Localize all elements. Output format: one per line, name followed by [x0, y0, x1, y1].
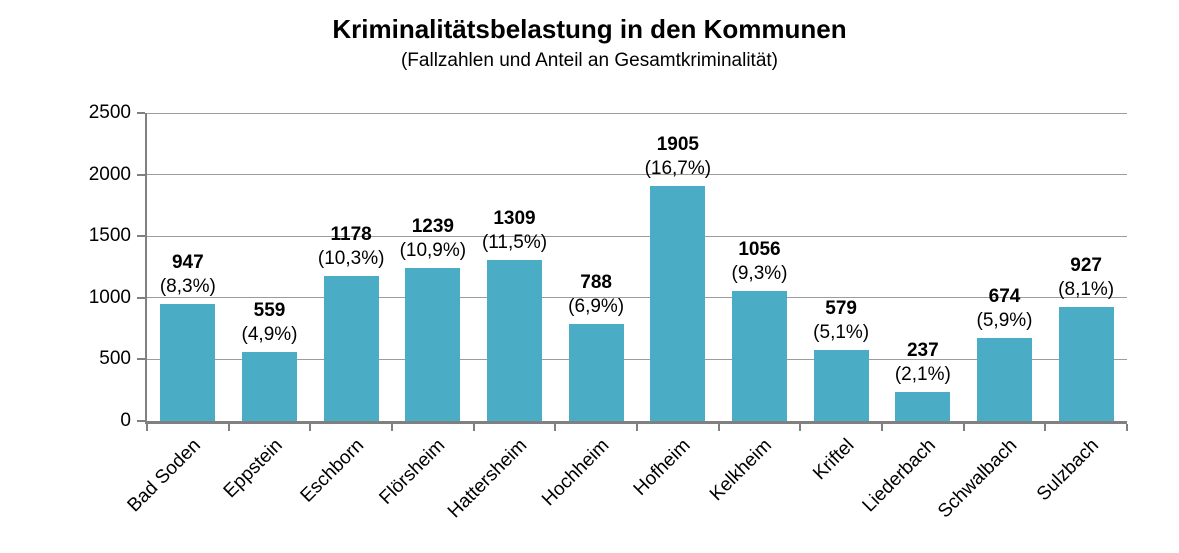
x-axis-label-liederbach: Liederbach [858, 435, 940, 517]
bar-eppstein [242, 352, 297, 421]
bar-label-eschborn: 1178 (10,3%) [276, 223, 426, 271]
bar-percent-kelkheim: (9,3%) [731, 263, 788, 284]
x-axis-tick-10 [962, 424, 965, 431]
x-axis [145, 421, 1127, 424]
x-axis-label-florsheim: Flörsheim [375, 435, 450, 509]
x-axis-tick-8 [799, 424, 802, 431]
bar-percent-kriftel: (5,1%) [813, 322, 870, 343]
bar-value-hattersheim: 1309 [493, 208, 536, 229]
bar-label-schwalbach: 674 (5,9%) [930, 285, 1080, 333]
bar-label-florsheim: 1239 (10,9%) [358, 215, 508, 263]
x-axis-tick-4 [472, 424, 475, 431]
gridline-2500 [147, 112, 1127, 114]
bar-percent-florsheim: (10,9%) [399, 240, 467, 261]
y-axis-label-0: 0 [120, 410, 131, 431]
bar-eschborn [323, 276, 379, 421]
x-axis-label-sulzbach: Sulzbach [1032, 435, 1104, 506]
bar-value-eschborn: 1178 [330, 224, 372, 245]
y-axis-label-2500: 2500 [88, 102, 131, 123]
bar-value-sulzbach: 927 [1070, 255, 1102, 276]
bar-value-bad-soden: 947 [171, 252, 204, 273]
x-axis-tick-3 [391, 424, 393, 431]
bar-label-sulzbach: 927 (8,1%) [1011, 254, 1161, 302]
bar-sulzbach [1058, 307, 1114, 421]
y-axis-tick-500 [137, 358, 145, 361]
x-axis-tick-6 [636, 424, 638, 431]
bar-value-schwalbach: 674 [988, 286, 1021, 307]
x-axis-label-hofheim: Hofheim [629, 435, 695, 500]
bar-florsheim [405, 268, 461, 421]
x-axis-label-kelkheim: Kelkheim [706, 435, 777, 506]
bar-percent-eschborn: (10,3%) [317, 248, 385, 269]
bar-hattersheim [487, 260, 542, 421]
x-axis-tick-12 [1126, 424, 1128, 431]
x-axis-tick-9 [881, 424, 883, 431]
bar-percent-eppstein: (4,9%) [241, 324, 298, 345]
bar-percent-hofheim: (16,7%) [644, 158, 712, 179]
chart-title: Kriminalitätsbelastung in den Kommunen [332, 14, 847, 44]
bar-liederbach [895, 392, 951, 421]
chart-header: Kriminalitätsbelastung in den Kommunen (… [0, 14, 1179, 72]
x-axis-label-bad-soden: Bad Soden [123, 435, 205, 517]
bar-percent-liederbach: (2,1%) [894, 364, 951, 385]
y-axis-tick-0 [137, 420, 145, 422]
x-axis-tick-7 [717, 424, 720, 431]
y-axis-tick-2000 [137, 173, 145, 176]
x-axis-tick-2 [309, 424, 312, 431]
bar-value-hochheim: 788 [580, 272, 612, 293]
y-axis-tick-1000 [137, 296, 145, 299]
x-axis-tick-1 [227, 424, 230, 431]
x-axis-label-eschborn: Eschborn [296, 435, 369, 507]
bar-label-eppstein: 559 (4,9%) [195, 299, 345, 347]
y-axis-label-1500: 1500 [88, 225, 131, 247]
y-axis-label-1000: 1000 [88, 286, 131, 308]
bar-value-florsheim: 1239 [411, 216, 454, 237]
x-axis-label-hochheim: Hochheim [537, 435, 614, 511]
bar-value-kriftel: 579 [825, 298, 857, 319]
x-axis-label-eppstein: Eppstein [219, 435, 287, 503]
bar-percent-sulzbach: (8,1%) [1058, 279, 1115, 300]
x-axis-label-schwalbach: Schwalbach [934, 435, 1022, 523]
chart-subtitle: (Fallzahlen und Anteil an Gesamtkriminal… [400, 50, 778, 71]
bar-value-kelkheim: 1056 [738, 239, 781, 260]
y-axis-tick-2500 [137, 112, 145, 114]
gridline-1500 [147, 235, 1127, 237]
x-axis-tick-0 [146, 424, 148, 431]
bar-label-liederbach: 237 (2,1%) [848, 339, 998, 387]
y-axis-tick-1500 [137, 235, 145, 238]
x-axis-label-kriftel: Kriftel [808, 435, 859, 485]
bar-percent-hattersheim: (11,5%) [481, 232, 548, 253]
bar-hochheim [568, 324, 624, 421]
y-axis [145, 113, 147, 424]
gridline-2000 [147, 174, 1127, 176]
bar-value-liederbach: 237 [906, 340, 939, 361]
bar-label-hattersheim: 1309 (11,5%) [440, 207, 590, 255]
bar-value-eppstein: 559 [253, 300, 286, 321]
gridline-500 [147, 358, 1127, 360]
bar-kelkheim [732, 291, 787, 421]
bar-percent-hochheim: (6,9%) [568, 296, 625, 317]
bar-percent-schwalbach: (5,9%) [976, 310, 1033, 331]
bar-label-hofheim: 1905 (16,7%) [603, 133, 753, 181]
x-axis-label-hattersheim: Hattersheim [444, 435, 532, 523]
y-axis-label-2000: 2000 [88, 163, 131, 185]
bar-label-bad-soden: 947 (8,3%) [113, 251, 263, 299]
x-axis-tick-5 [554, 424, 557, 431]
x-axis-tick-11 [1044, 424, 1047, 431]
bar-label-kelkheim: 1056 (9,3%) [685, 238, 835, 286]
y-axis-label-500: 500 [99, 348, 131, 370]
bar-percent-bad-soden: (8,3%) [159, 276, 216, 297]
bar-kriftel [813, 350, 869, 421]
bar-value-hofheim: 1905 [656, 134, 699, 155]
bar-label-kriftel: 579 (5,1%) [766, 297, 916, 345]
bar-hofheim [650, 186, 706, 421]
plot-area: 0 500 1000 1500 2000 2500 947 (8,3%) Bad Soden 55… [89, 102, 1128, 522]
bar-label-hochheim: 788 (6,9%) [521, 271, 671, 319]
bar-bad-soden [160, 304, 216, 421]
gridline-1000 [147, 297, 1127, 299]
bar-schwalbach [977, 338, 1032, 421]
